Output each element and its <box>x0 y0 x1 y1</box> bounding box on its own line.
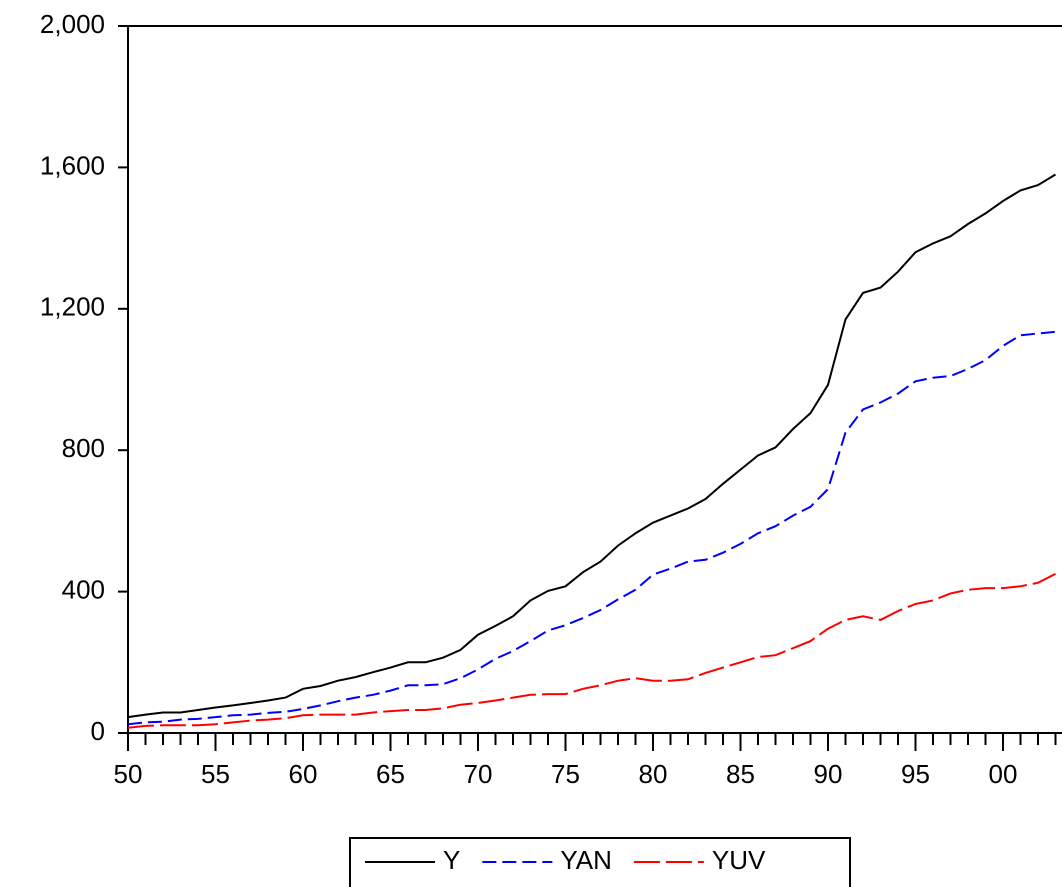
y-tick-label: 1,600 <box>40 150 105 180</box>
x-tick-label: 90 <box>814 759 843 789</box>
x-tick-label: 65 <box>376 759 405 789</box>
x-tick-label: 55 <box>201 759 230 789</box>
legend-label: YUV <box>712 845 766 875</box>
x-tick-label: 70 <box>464 759 493 789</box>
legend-label: YAN <box>560 845 612 875</box>
series-line <box>127 330 1056 726</box>
y-tick-label: 800 <box>62 433 105 463</box>
y-tick-label: 2,000 <box>40 9 105 39</box>
y-tick-label: 400 <box>62 574 105 604</box>
legend: Y YAN YUV <box>349 837 851 887</box>
x-tick-label: 00 <box>989 759 1018 789</box>
legend-label: Y <box>443 845 460 875</box>
x-tick-label: 95 <box>901 759 930 789</box>
x-tick-label: 50 <box>114 759 143 789</box>
x-tick-label: 80 <box>639 759 668 789</box>
series-line <box>127 173 1057 719</box>
x-tick-label: 75 <box>551 759 580 789</box>
y-tick-label: 0 <box>91 716 105 746</box>
series-line <box>127 573 1056 729</box>
x-tick-label: 85 <box>726 759 755 789</box>
y-tick-label: 1,200 <box>40 292 105 322</box>
x-tick-label: 60 <box>289 759 318 789</box>
